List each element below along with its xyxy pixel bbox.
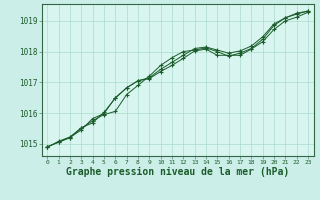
- X-axis label: Graphe pression niveau de la mer (hPa): Graphe pression niveau de la mer (hPa): [66, 167, 289, 177]
